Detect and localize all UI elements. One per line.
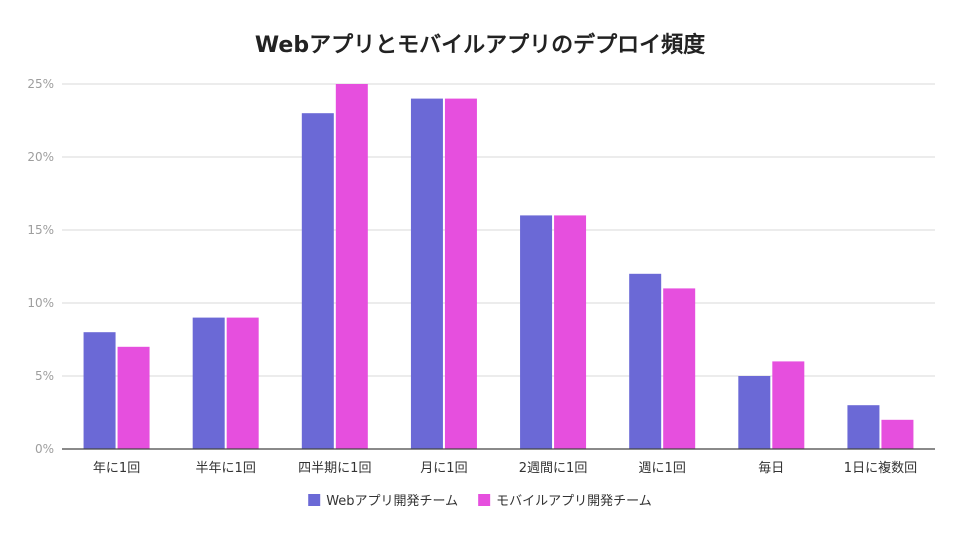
chart-title: Webアプリとモバイルアプリのデプロイ頻度	[255, 32, 706, 58]
legend-swatch	[478, 494, 491, 506]
x-tick-label: 四半期に1回	[298, 461, 371, 476]
y-tick-label: 5%	[35, 369, 54, 383]
bars	[83, 84, 914, 449]
y-axis-ticks: 0% 5% 10% 15% 20% 25%	[27, 77, 54, 456]
legend-item: Webアプリ開発チーム	[308, 494, 458, 509]
y-tick-label: 0%	[35, 442, 54, 456]
y-tick-label: 15%	[27, 223, 54, 237]
bar-web	[847, 405, 880, 449]
bar-mobile	[444, 98, 477, 449]
y-tick-label: 25%	[27, 77, 54, 91]
x-tick-label: 週に1回	[639, 461, 686, 476]
x-axis-ticks: 年に1回 半年に1回 四半期に1回 月に1回 2週間に1回 週に1回 毎日 1日に複数回	[93, 460, 917, 476]
bar-mobile	[117, 346, 150, 449]
bar-web	[520, 215, 553, 449]
bar-web	[410, 98, 443, 449]
x-tick-label: 月に1回	[420, 461, 467, 476]
bar-mobile	[554, 215, 587, 449]
bar-mobile	[881, 419, 914, 449]
y-tick-label: 10%	[27, 296, 54, 310]
legend-swatch	[308, 494, 321, 506]
legend-label: モバイルアプリ開発チーム	[496, 494, 652, 509]
bar-web	[629, 273, 662, 449]
y-tick-label: 20%	[27, 150, 54, 164]
bar-web	[83, 332, 116, 449]
x-tick-label: 年に1回	[93, 461, 140, 476]
x-tick-label: 2週間に1回	[519, 461, 588, 476]
legend-item: モバイルアプリ開発チーム	[478, 494, 652, 509]
bar-mobile	[663, 288, 696, 449]
x-tick-label: 1日に複数回	[844, 460, 917, 476]
bar-mobile	[226, 317, 259, 449]
bar-web	[301, 113, 334, 449]
legend-label: Webアプリ開発チーム	[326, 494, 458, 509]
bar-web	[738, 376, 771, 449]
x-tick-label: 半年に1回	[196, 461, 256, 476]
x-tick-label: 毎日	[758, 460, 784, 476]
bar-mobile	[772, 361, 805, 449]
bar-web	[192, 317, 225, 449]
bar-mobile	[335, 84, 368, 449]
legend: Webアプリ開発チーム モバイルアプリ開発チーム	[308, 494, 652, 509]
